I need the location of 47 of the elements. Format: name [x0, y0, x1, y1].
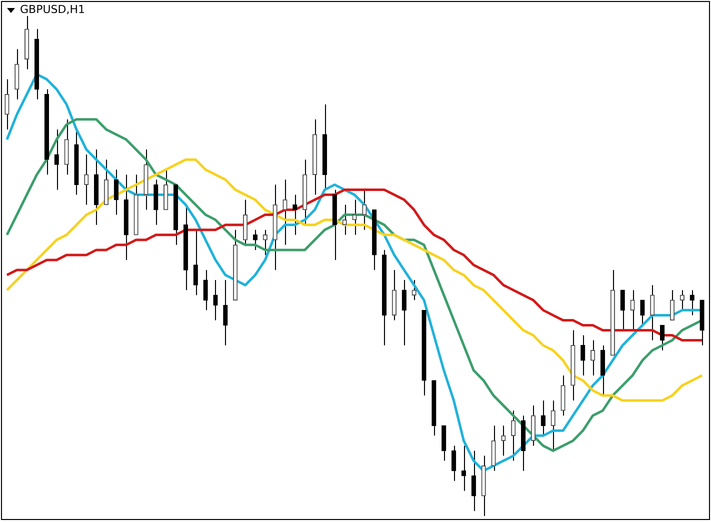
candlestick [203, 270, 208, 311]
candlestick [14, 48, 20, 100]
candlestick [530, 405, 536, 446]
candlestick [640, 300, 645, 326]
candlestick [560, 374, 566, 416]
candlestick [501, 425, 506, 456]
candlestick [164, 169, 168, 210]
candlestick [461, 445, 466, 492]
candlestick [392, 270, 397, 321]
candlestick [242, 199, 248, 246]
candlestick [154, 179, 158, 226]
candlestick [491, 425, 496, 472]
candlestick [402, 280, 406, 346]
candlestick [292, 194, 298, 236]
candlestick [670, 290, 675, 321]
candlestick [193, 229, 198, 296]
candlestick [580, 334, 586, 376]
candlestick [252, 229, 258, 250]
candlestick [590, 340, 596, 376]
candlestick [412, 280, 416, 301]
candlestick [342, 204, 347, 236]
candlestick [362, 189, 367, 230]
candlestick [650, 284, 655, 341]
candlestick [660, 324, 665, 351]
candlestick [84, 154, 89, 206]
candlestick [213, 280, 218, 321]
candlestick [54, 128, 59, 190]
candlestick [630, 290, 635, 331]
chart-title: GBPUSD,H1 [20, 3, 85, 16]
candlestick [4, 78, 10, 130]
candlestick [550, 400, 556, 452]
candlestick [511, 410, 516, 462]
candlestick [540, 400, 546, 436]
candlestick [282, 179, 288, 246]
candlestick [64, 118, 69, 176]
candlestick [442, 425, 446, 462]
candlestick [600, 344, 606, 396]
candlestick [620, 290, 625, 331]
candlestick [352, 199, 357, 236]
candlestick [223, 280, 228, 346]
candlestick [690, 290, 694, 316]
candlestick [451, 445, 456, 482]
candlestick [471, 450, 476, 512]
candlestick [104, 159, 109, 206]
candlestick [114, 169, 119, 216]
candlestick [680, 290, 685, 311]
candlestick [262, 229, 268, 256]
